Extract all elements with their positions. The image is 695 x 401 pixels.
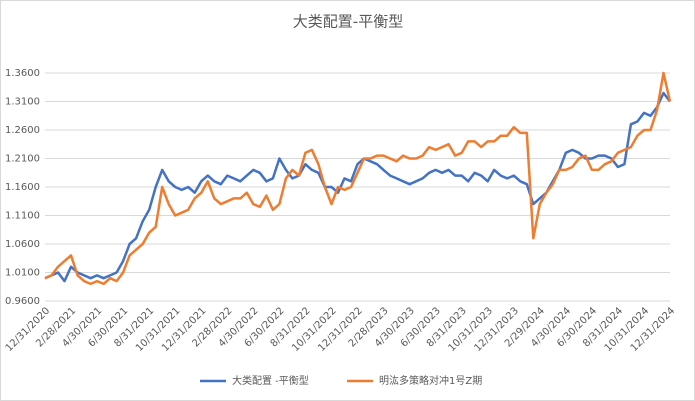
y-tick-label: 1.0600	[5, 239, 40, 250]
y-tick-label: 1.0100	[5, 268, 40, 279]
y-tick-label: 1.3100	[5, 97, 40, 108]
y-tick-label: 1.1100	[5, 211, 40, 222]
y-tick-label: 1.2600	[5, 125, 40, 136]
chart-title: 大类配置-平衡型	[293, 13, 403, 31]
y-tick-label: 1.3600	[5, 68, 40, 79]
y-tick-label: 1.1600	[5, 182, 40, 193]
legend-label: 大类配置 -平衡型	[232, 374, 309, 387]
series-line	[44, 71, 672, 286]
y-tick-label: 0.9600	[5, 296, 40, 307]
series-line	[44, 91, 671, 283]
legend-label: 明汯多策略对冲1号Z期	[379, 374, 482, 387]
y-tick-label: 1.2100	[5, 154, 40, 165]
